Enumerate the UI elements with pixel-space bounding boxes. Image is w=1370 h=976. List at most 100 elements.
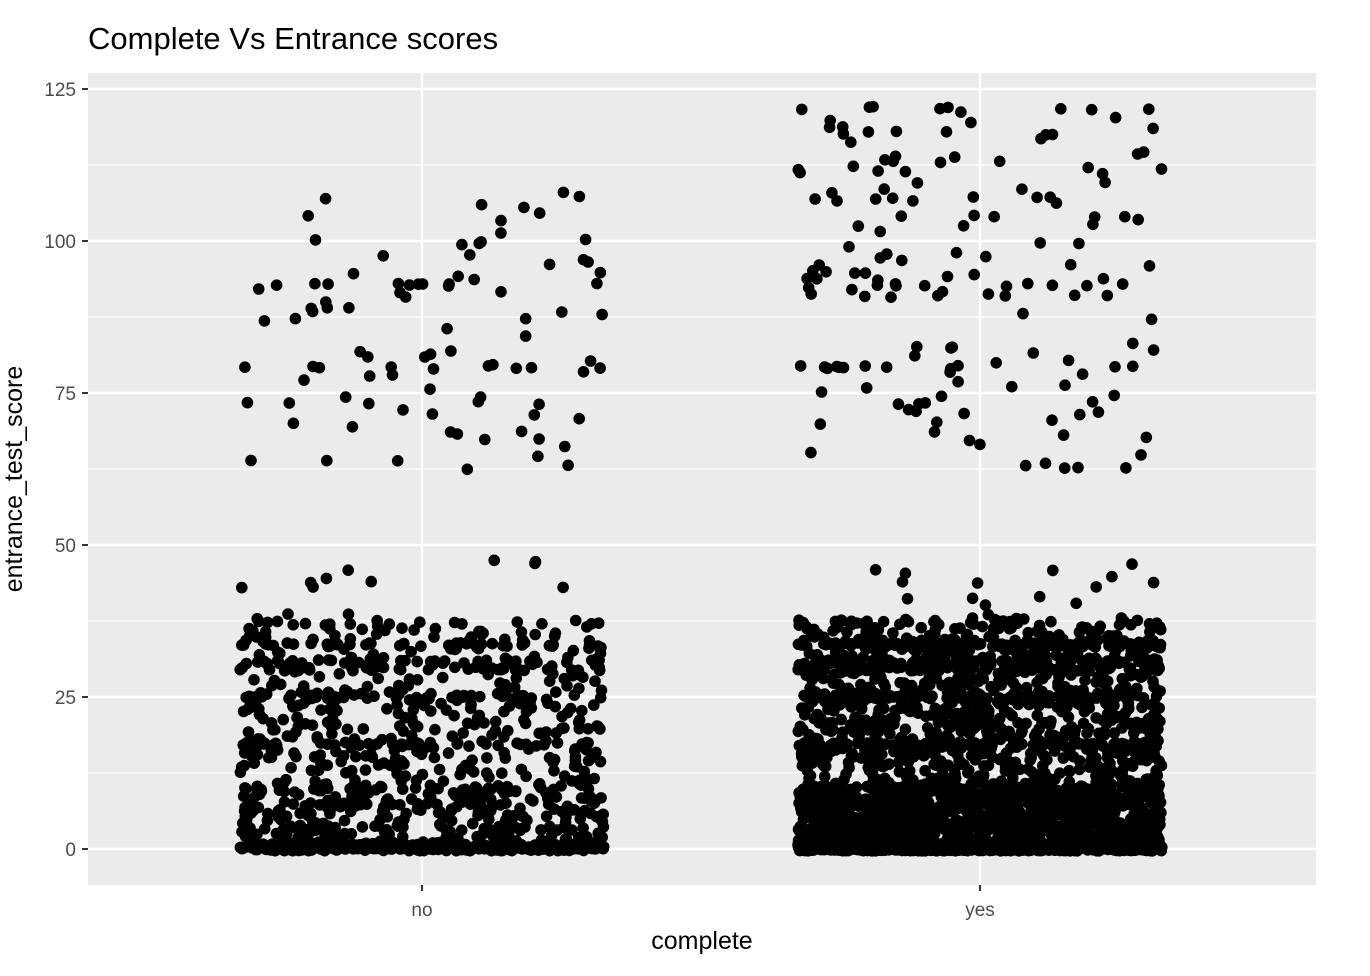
data-point bbox=[1030, 808, 1043, 820]
data-point bbox=[914, 814, 927, 826]
data-point bbox=[858, 740, 870, 753]
data-point bbox=[422, 788, 435, 800]
data-point bbox=[518, 637, 531, 649]
data-point bbox=[596, 308, 608, 321]
data-point bbox=[535, 727, 547, 740]
data-point bbox=[383, 686, 396, 698]
data-point bbox=[820, 724, 832, 736]
data-point bbox=[456, 691, 469, 703]
data-point bbox=[387, 836, 399, 849]
data-point bbox=[1038, 750, 1050, 762]
data-point bbox=[849, 656, 862, 669]
data-point bbox=[518, 201, 530, 214]
data-point bbox=[1036, 672, 1049, 685]
data-point bbox=[429, 622, 442, 635]
data-point bbox=[241, 396, 254, 409]
data-point bbox=[320, 572, 333, 585]
data-point bbox=[595, 641, 607, 654]
data-point bbox=[1113, 655, 1126, 668]
data-point bbox=[1009, 756, 1022, 769]
data-point bbox=[533, 398, 545, 411]
data-point bbox=[562, 459, 574, 472]
data-point bbox=[391, 455, 404, 467]
data-point bbox=[985, 723, 997, 735]
data-point bbox=[319, 192, 332, 205]
data-point bbox=[493, 842, 506, 854]
data-point bbox=[1095, 762, 1108, 775]
data-point bbox=[396, 683, 409, 696]
data-point bbox=[449, 661, 461, 674]
data-point bbox=[577, 671, 589, 683]
data-point bbox=[415, 640, 427, 652]
data-point bbox=[868, 842, 880, 855]
data-point bbox=[1094, 842, 1107, 855]
data-point bbox=[456, 784, 469, 796]
data-point bbox=[240, 657, 253, 670]
data-point bbox=[310, 691, 322, 703]
data-point bbox=[892, 792, 904, 805]
data-point bbox=[371, 614, 384, 627]
data-point bbox=[1098, 729, 1111, 741]
data-point bbox=[589, 675, 601, 687]
data-point bbox=[365, 575, 378, 588]
data-point bbox=[356, 821, 369, 833]
data-point bbox=[271, 646, 284, 658]
data-point bbox=[582, 723, 594, 735]
data-point bbox=[931, 664, 943, 677]
data-point bbox=[829, 777, 842, 790]
data-point bbox=[411, 720, 424, 733]
data-point bbox=[977, 747, 990, 760]
data-point bbox=[448, 616, 461, 629]
data-point bbox=[576, 704, 588, 717]
data-point bbox=[796, 702, 808, 714]
data-point bbox=[359, 764, 372, 776]
data-point bbox=[595, 684, 608, 697]
data-point bbox=[968, 634, 981, 647]
data-point bbox=[414, 844, 426, 857]
data-point bbox=[967, 618, 980, 630]
data-point bbox=[473, 806, 486, 818]
data-point bbox=[965, 778, 978, 790]
data-point bbox=[1032, 820, 1044, 832]
data-point bbox=[963, 644, 976, 656]
data-point bbox=[795, 843, 807, 856]
data-point bbox=[1097, 740, 1109, 752]
data-point bbox=[532, 450, 544, 463]
data-point bbox=[962, 810, 974, 823]
data-point bbox=[808, 712, 820, 725]
data-point bbox=[1103, 768, 1116, 781]
data-point bbox=[809, 790, 821, 802]
data-point bbox=[377, 250, 390, 262]
data-point bbox=[366, 740, 378, 753]
data-point bbox=[381, 703, 393, 715]
data-point bbox=[271, 777, 284, 790]
data-point bbox=[416, 278, 429, 290]
data-point bbox=[445, 643, 457, 655]
data-point bbox=[928, 827, 941, 840]
data-point bbox=[1087, 737, 1099, 750]
data-point bbox=[408, 624, 420, 636]
data-point bbox=[326, 728, 338, 740]
data-point bbox=[344, 805, 357, 818]
data-point bbox=[496, 783, 508, 796]
data-point bbox=[399, 654, 411, 667]
data-point bbox=[461, 463, 474, 476]
data-point bbox=[481, 752, 493, 764]
data-point bbox=[803, 647, 816, 660]
data-point bbox=[1115, 682, 1128, 694]
data-point bbox=[926, 709, 938, 721]
chart-title: Complete Vs Entrance scores bbox=[88, 21, 498, 56]
data-point bbox=[1116, 776, 1129, 788]
data-point bbox=[252, 615, 265, 628]
data-point bbox=[541, 663, 554, 676]
data-point bbox=[1117, 755, 1129, 767]
data-point bbox=[446, 691, 458, 704]
data-point bbox=[548, 765, 560, 777]
data-point bbox=[486, 637, 499, 650]
data-point bbox=[246, 697, 258, 709]
data-point bbox=[458, 657, 470, 669]
data-point bbox=[333, 668, 346, 680]
data-point bbox=[573, 412, 585, 425]
data-point bbox=[299, 617, 312, 630]
data-point bbox=[1085, 637, 1098, 650]
